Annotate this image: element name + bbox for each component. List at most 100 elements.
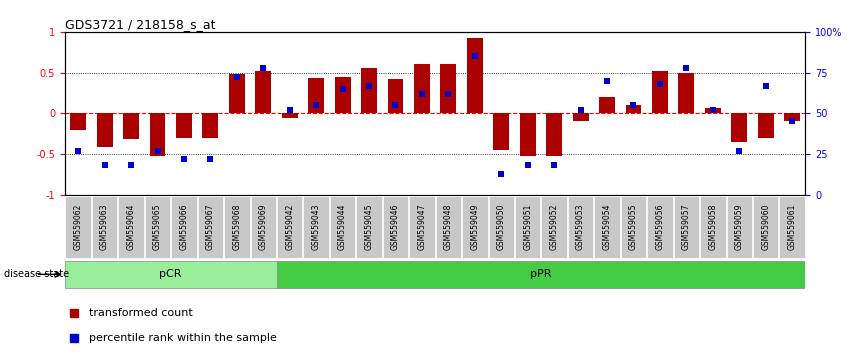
Text: GSM559043: GSM559043 — [312, 203, 320, 250]
Text: GSM559057: GSM559057 — [682, 203, 691, 250]
Point — [680, 65, 694, 70]
FancyBboxPatch shape — [145, 196, 171, 258]
Point — [653, 81, 667, 87]
FancyBboxPatch shape — [303, 196, 329, 258]
Point — [600, 78, 614, 84]
FancyBboxPatch shape — [66, 196, 91, 258]
Bar — [758, 113, 773, 138]
FancyBboxPatch shape — [541, 196, 567, 258]
Text: disease state: disease state — [4, 269, 69, 279]
Text: GSM559052: GSM559052 — [550, 203, 559, 250]
Text: GSM559046: GSM559046 — [391, 203, 400, 250]
FancyBboxPatch shape — [197, 196, 223, 258]
FancyBboxPatch shape — [171, 196, 197, 258]
FancyBboxPatch shape — [647, 196, 673, 258]
Point — [309, 102, 323, 108]
Point — [759, 83, 772, 88]
FancyBboxPatch shape — [515, 196, 540, 258]
FancyBboxPatch shape — [119, 196, 144, 258]
Bar — [572, 113, 589, 121]
Bar — [97, 113, 113, 148]
Point — [706, 107, 720, 113]
FancyBboxPatch shape — [92, 196, 117, 258]
Text: GSM559042: GSM559042 — [285, 203, 294, 250]
Text: GSM559065: GSM559065 — [153, 203, 162, 250]
Bar — [467, 38, 482, 113]
Point — [468, 53, 481, 59]
Point — [573, 107, 587, 113]
Bar — [705, 108, 721, 113]
Bar — [625, 105, 642, 113]
FancyBboxPatch shape — [65, 261, 276, 288]
Text: GSM559063: GSM559063 — [100, 203, 109, 250]
FancyBboxPatch shape — [779, 196, 805, 258]
Text: GSM559059: GSM559059 — [734, 203, 744, 250]
Bar — [652, 71, 668, 113]
Bar — [229, 74, 245, 113]
Bar — [255, 71, 271, 113]
Point — [336, 86, 350, 92]
FancyBboxPatch shape — [727, 196, 752, 258]
Point — [71, 148, 85, 154]
Bar — [203, 113, 218, 138]
Text: GSM559048: GSM559048 — [444, 203, 453, 250]
FancyBboxPatch shape — [568, 196, 593, 258]
Text: GSM559056: GSM559056 — [656, 203, 664, 250]
FancyBboxPatch shape — [224, 196, 249, 258]
Point — [204, 156, 217, 162]
Text: transformed count: transformed count — [88, 308, 192, 318]
Bar — [388, 79, 404, 113]
Text: GSM559069: GSM559069 — [259, 203, 268, 250]
Text: GSM559061: GSM559061 — [788, 203, 797, 250]
FancyBboxPatch shape — [753, 196, 779, 258]
Point — [362, 83, 376, 88]
Point — [389, 102, 403, 108]
FancyBboxPatch shape — [277, 196, 302, 258]
Text: pPR: pPR — [530, 269, 552, 279]
Bar — [150, 113, 165, 156]
Point — [256, 65, 270, 70]
FancyBboxPatch shape — [330, 196, 355, 258]
Point — [177, 156, 191, 162]
Bar — [520, 113, 536, 156]
Text: GSM559054: GSM559054 — [603, 203, 611, 250]
Bar — [308, 78, 324, 113]
Point — [733, 148, 746, 154]
Text: percentile rank within the sample: percentile rank within the sample — [88, 333, 276, 343]
Text: GSM559066: GSM559066 — [179, 203, 189, 250]
Text: GSM559053: GSM559053 — [576, 203, 585, 250]
FancyBboxPatch shape — [621, 196, 646, 258]
Bar — [281, 113, 298, 118]
Point — [283, 107, 297, 113]
FancyBboxPatch shape — [250, 196, 276, 258]
Bar — [334, 78, 351, 113]
Point — [547, 162, 561, 168]
FancyBboxPatch shape — [462, 196, 488, 258]
Text: GSM559055: GSM559055 — [629, 203, 638, 250]
Bar — [731, 113, 747, 142]
Text: GSM559050: GSM559050 — [497, 203, 506, 250]
FancyBboxPatch shape — [488, 196, 514, 258]
Text: GSM559060: GSM559060 — [761, 203, 770, 250]
Bar — [70, 113, 86, 130]
Point — [151, 148, 165, 154]
Point — [627, 102, 641, 108]
Bar — [678, 73, 695, 113]
Text: GSM559049: GSM559049 — [470, 203, 479, 250]
FancyBboxPatch shape — [594, 196, 620, 258]
Text: GSM559051: GSM559051 — [523, 203, 533, 250]
FancyBboxPatch shape — [357, 196, 382, 258]
Point — [442, 91, 456, 97]
Point — [415, 91, 429, 97]
Text: GSM559067: GSM559067 — [206, 203, 215, 250]
Bar — [176, 113, 192, 138]
FancyBboxPatch shape — [436, 196, 461, 258]
Text: GSM559045: GSM559045 — [365, 203, 373, 250]
Text: GDS3721 / 218158_s_at: GDS3721 / 218158_s_at — [65, 18, 216, 31]
Point — [520, 162, 534, 168]
Text: GSM559064: GSM559064 — [126, 203, 136, 250]
Bar — [361, 69, 377, 113]
Bar — [785, 113, 800, 121]
FancyBboxPatch shape — [700, 196, 726, 258]
FancyBboxPatch shape — [276, 261, 805, 288]
